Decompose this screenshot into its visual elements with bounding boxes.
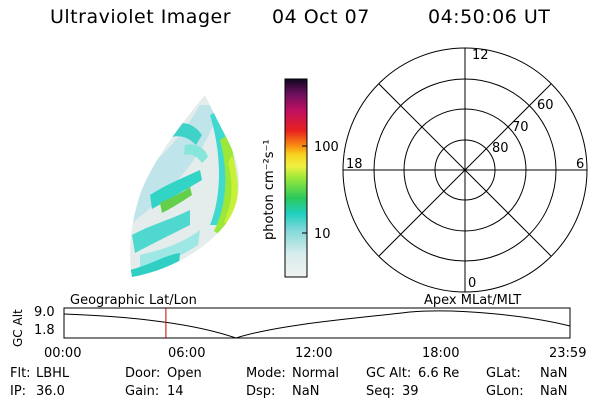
glat-value: NaN xyxy=(540,366,568,381)
polar-plot xyxy=(342,47,588,293)
mode-label: Mode: xyxy=(246,366,286,381)
timeline-xtick-1200: 12:00 xyxy=(295,346,333,361)
time-label: 04:50:06 UT xyxy=(428,6,551,28)
colorbar-tick-10: 10 xyxy=(314,227,331,242)
timeline-right-title: Apex MLat/MLT xyxy=(424,293,522,308)
gain-value: 14 xyxy=(167,384,184,399)
polar-diagonal-2 xyxy=(378,83,552,257)
gcalt-label: GC Alt: xyxy=(366,366,412,381)
door-label: Door: xyxy=(125,366,161,381)
ip-label: IP: xyxy=(10,384,27,399)
mlt-label-12: 12 xyxy=(472,48,489,63)
timeline-ytick-low: 1.8 xyxy=(34,323,55,338)
glon-value: NaN xyxy=(540,384,568,399)
mlt-label-18: 18 xyxy=(346,157,363,172)
timeline-xtick-0000: 00:00 xyxy=(44,346,82,361)
gain-label: Gain: xyxy=(125,384,160,399)
instrument-title: Ultraviolet Imager xyxy=(50,6,232,28)
timeline-plot xyxy=(63,307,571,339)
timeline-xtick-0600: 06:00 xyxy=(168,346,206,361)
dsp-label: Dsp: xyxy=(246,384,276,399)
date-label: 04 Oct 07 xyxy=(272,6,370,28)
dsp-value: NaN xyxy=(292,384,320,399)
colorbar xyxy=(284,78,308,278)
glat-label: GLat: xyxy=(486,366,521,381)
seq-value: 39 xyxy=(402,384,419,399)
mlt-label-6: 6 xyxy=(576,157,585,172)
timeline-axis-label: GC Alt xyxy=(11,309,25,347)
lat-label-60: 60 xyxy=(537,98,554,113)
altitude-curve xyxy=(63,310,571,339)
flt-label: Flt: xyxy=(10,366,31,381)
colorbar-unit-label: photon cm⁻²s⁻¹ xyxy=(262,139,277,240)
ip-value: 36.0 xyxy=(36,384,65,399)
auroral-image xyxy=(130,95,240,277)
glon-label: GLon: xyxy=(486,384,524,399)
timeline-ytick-high: 9.0 xyxy=(34,305,55,320)
mlt-label-0: 0 xyxy=(468,276,477,291)
timeline-left-title: Geographic Lat/Lon xyxy=(70,293,197,308)
timeline-frame xyxy=(63,307,571,339)
lat-label-80: 80 xyxy=(492,141,509,156)
flt-value: LBHL xyxy=(36,366,70,381)
door-value: Open xyxy=(167,366,202,381)
seq-label: Seq: xyxy=(366,384,395,399)
gcalt-value: 6.6 Re xyxy=(418,366,460,381)
timeline-xtick-1800: 18:00 xyxy=(422,346,460,361)
timeline-xtick-2359: 23:59 xyxy=(549,346,587,361)
lat-label-70: 70 xyxy=(512,120,529,135)
mode-value: Normal xyxy=(292,366,340,381)
colorbar-tick-100: 100 xyxy=(314,140,339,155)
